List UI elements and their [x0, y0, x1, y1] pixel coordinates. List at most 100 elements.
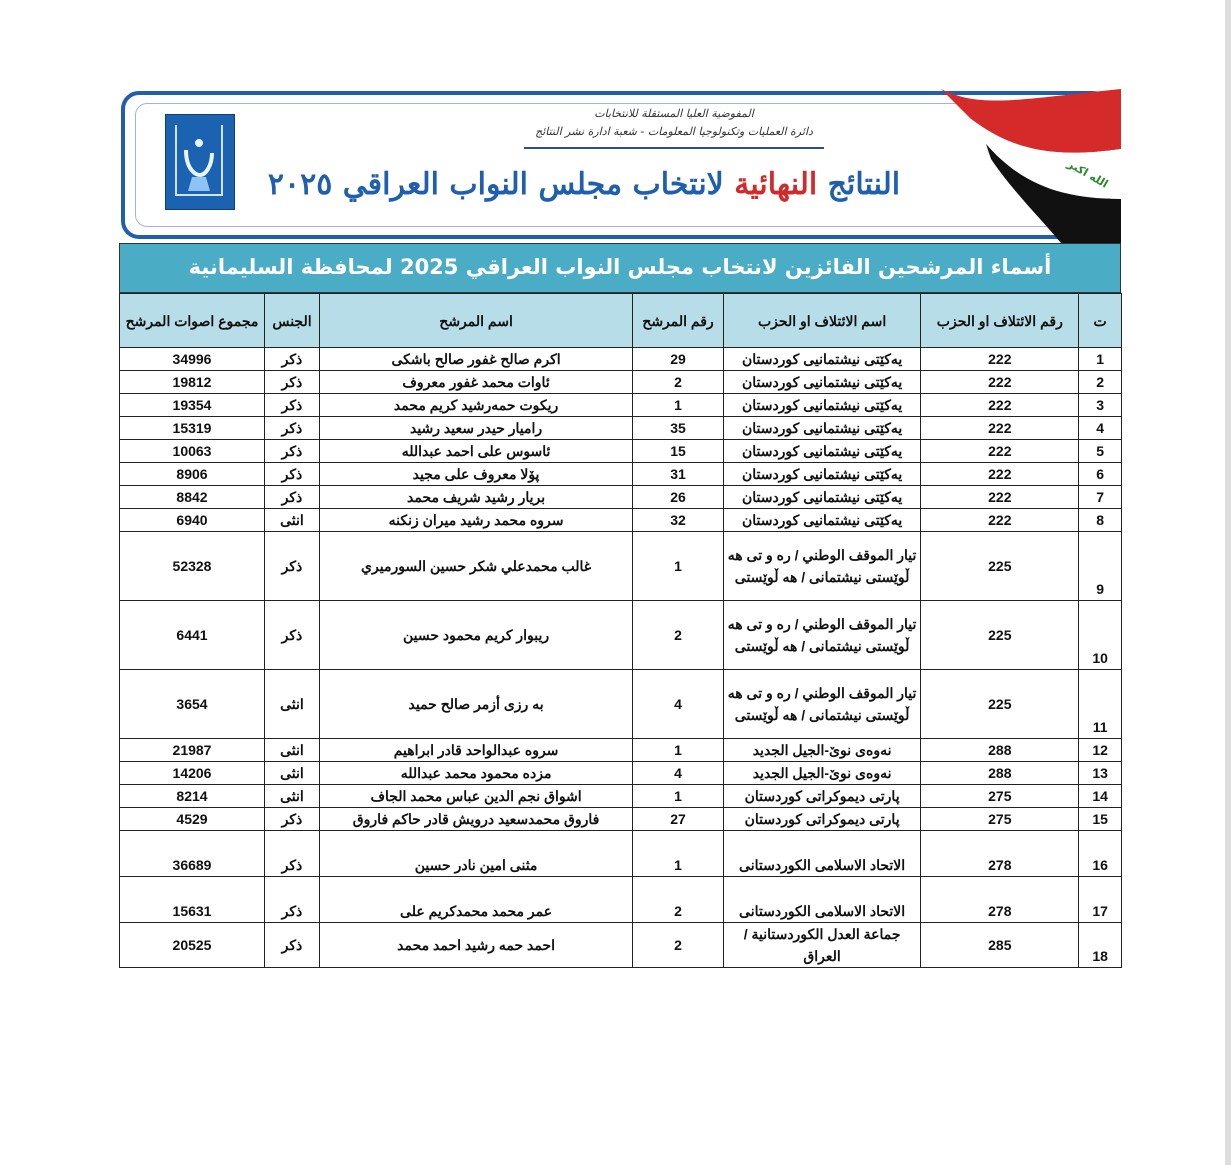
- cell-gender: انثى: [264, 738, 320, 762]
- cell-party-name: یەکێتی نیشتمانیی کوردستان: [722, 439, 922, 463]
- table-row: 3 222 یەکێتی نیشتمانیی کوردستان 1 ريكوت حمەر…: [118, 393, 1122, 417]
- cell-gender: ذكر: [264, 370, 320, 394]
- cell-candidate-number: 35: [632, 416, 724, 440]
- iraq-flag-icon: الله اكبر: [941, 89, 1121, 243]
- cell-candidate-number: 2: [632, 876, 724, 923]
- cell-gender: ذكر: [264, 531, 320, 601]
- banner-title: النتائج النهائية لانتخاب مجلس النواب الع…: [249, 163, 919, 207]
- cell-gender: ذكر: [264, 393, 320, 417]
- cell-party-name: تيار الموقف الوطني / ره و تى هه ڵوێستی ن…: [722, 600, 922, 670]
- cell-party-number: 225: [920, 531, 1080, 601]
- cell-candidate-name: سروه محمد رشيد ميران زنكنه: [318, 508, 634, 532]
- cell-votes: 34996: [118, 347, 266, 371]
- header-votes: مجموع اصوات المرشح: [118, 293, 266, 348]
- cell-seq: 16: [1078, 830, 1122, 877]
- cell-seq: 5: [1078, 439, 1122, 463]
- cell-candidate-name: راميار حيدر سعيد رشيد: [318, 416, 634, 440]
- table-row: 5 222 یەکێتی نیشتمانیی کوردستان 15 ئاسوس على…: [118, 439, 1122, 463]
- cell-votes: 6441: [118, 600, 266, 670]
- cell-seq: 12: [1078, 738, 1122, 762]
- title-part2: لانتخاب مجلس النواب العراقي ٢٠٢٥: [267, 167, 724, 202]
- cell-seq: 15: [1078, 807, 1122, 831]
- cell-gender: ذكر: [264, 876, 320, 923]
- table-row: 12 288 نەوەی نوێ-الجيل الجديد 1 سروه عبدالوا…: [118, 738, 1122, 762]
- cell-candidate-name: فاروق محمدسعيد درويش قادر حاكم فاروق: [318, 807, 634, 831]
- cell-votes: 8906: [118, 462, 266, 486]
- cell-seq: 2: [1078, 370, 1122, 394]
- cell-candidate-name: ئاوات محمد غفور معروف: [318, 370, 634, 394]
- cell-gender: ذكر: [264, 807, 320, 831]
- table-row: 11 225 تيار الموقف الوطني / ره و تى هه ڵوێ…: [118, 669, 1122, 739]
- cell-gender: ذكر: [264, 439, 320, 463]
- cell-party-number: 278: [920, 876, 1080, 923]
- cell-party-number: 222: [920, 416, 1080, 440]
- cell-party-number: 288: [920, 761, 1080, 785]
- cell-votes: 19354: [118, 393, 266, 417]
- cell-party-name: الاتحاد الاسلامى الكوردستانى: [722, 830, 922, 877]
- cell-seq: 6: [1078, 462, 1122, 486]
- cell-party-number: 222: [920, 393, 1080, 417]
- header-seq: ت: [1078, 293, 1122, 348]
- cell-party-name: یەکێتی نیشتمانیی کوردستان: [722, 393, 922, 417]
- table-row: 18 285 جماعة العدل الكوردستانية / العراق 2 ا…: [118, 922, 1122, 968]
- cell-party-number: 285: [920, 922, 1080, 968]
- cell-candidate-name: اكرم صالح غفور صالح باشكى: [318, 347, 634, 371]
- cell-candidate-name: ريبوار كريم محمود حسين: [318, 600, 634, 670]
- cell-gender: ذكر: [264, 462, 320, 486]
- header-party-name: اسم الائتلاف او الحزب: [722, 293, 922, 348]
- cell-candidate-name: غالب محمدعلي شكر حسين السورميري: [318, 531, 634, 601]
- cell-party-number: 222: [920, 347, 1080, 371]
- cell-seq: 4: [1078, 416, 1122, 440]
- table-row: 8 222 یەکێتی نیشتمانیی کوردستان 32 سروه محمد…: [118, 508, 1122, 532]
- header-banner: المفوضية العليا المستقلة للانتخابات دائر…: [119, 89, 1121, 243]
- cell-votes: 20525: [118, 922, 266, 968]
- table-row: 7 222 یەکێتی نیشتمانیی کوردستان 26 بريار رشي…: [118, 485, 1122, 509]
- cell-votes: 19812: [118, 370, 266, 394]
- cell-party-name: تيار الموقف الوطني / ره و تى هه ڵوێستی ن…: [722, 531, 922, 601]
- cell-party-number: 288: [920, 738, 1080, 762]
- cell-candidate-number: 2: [632, 600, 724, 670]
- cell-votes: 15319: [118, 416, 266, 440]
- table-row: 9 225 تيار الموقف الوطني / ره و تى هه ڵوێس…: [118, 531, 1122, 601]
- table-row: 16 278 الاتحاد الاسلامى الكوردستانى 1 مثنى ا…: [118, 830, 1122, 877]
- commission-logo: [165, 114, 235, 210]
- cell-candidate-name: مزده محمود محمد عبدالله: [318, 761, 634, 785]
- cell-candidate-number: 26: [632, 485, 724, 509]
- cell-gender: ذكر: [264, 600, 320, 670]
- cell-votes: 6940: [118, 508, 266, 532]
- cell-seq: 9: [1078, 531, 1122, 601]
- cell-party-name: پارتی ديموكراتى كوردستان: [722, 784, 922, 808]
- cell-votes: 14206: [118, 761, 266, 785]
- cell-seq: 7: [1078, 485, 1122, 509]
- header-candidate-number: رقم المرشح: [632, 293, 724, 348]
- cell-candidate-number: 1: [632, 830, 724, 877]
- cell-seq: 3: [1078, 393, 1122, 417]
- cell-party-number: 222: [920, 485, 1080, 509]
- cell-party-number: 275: [920, 784, 1080, 808]
- cell-votes: 21987: [118, 738, 266, 762]
- table-row: 10 225 تيار الموقف الوطني / ره و تى هه ڵوێ…: [118, 600, 1122, 670]
- department-name: دائرة العمليات وتكنولوجيا المعلومات - شع…: [535, 125, 813, 138]
- cell-party-name: یەکێتی نیشتمانیی کوردستان: [722, 370, 922, 394]
- cell-votes: 15631: [118, 876, 266, 923]
- cell-candidate-number: 4: [632, 669, 724, 739]
- cell-votes: 4529: [118, 807, 266, 831]
- cell-votes: 3654: [118, 669, 266, 739]
- cell-party-number: 222: [920, 508, 1080, 532]
- cell-candidate-number: 2: [632, 922, 724, 968]
- cell-gender: ذكر: [264, 830, 320, 877]
- title-red: النهائية: [734, 167, 818, 202]
- cell-candidate-number: 27: [632, 807, 724, 831]
- cell-party-number: 222: [920, 462, 1080, 486]
- cell-candidate-number: 1: [632, 784, 724, 808]
- cell-candidate-name: ئاسوس على احمد عبدالله: [318, 439, 634, 463]
- cell-seq: 10: [1078, 600, 1122, 670]
- header-gender: الجنس: [264, 293, 320, 348]
- header-candidate-name: اسم المرشح: [318, 293, 634, 348]
- cell-party-name: جماعة العدل الكوردستانية / العراق: [722, 922, 922, 968]
- cell-party-name: یەکێتی نیشتمانیی کوردستان: [722, 485, 922, 509]
- cell-seq: 18: [1078, 922, 1122, 968]
- cell-party-name: الاتحاد الاسلامى الكوردستانى: [722, 876, 922, 923]
- cell-gender: ذكر: [264, 416, 320, 440]
- cell-party-name: پارتی ديموكراتى كوردستان: [722, 807, 922, 831]
